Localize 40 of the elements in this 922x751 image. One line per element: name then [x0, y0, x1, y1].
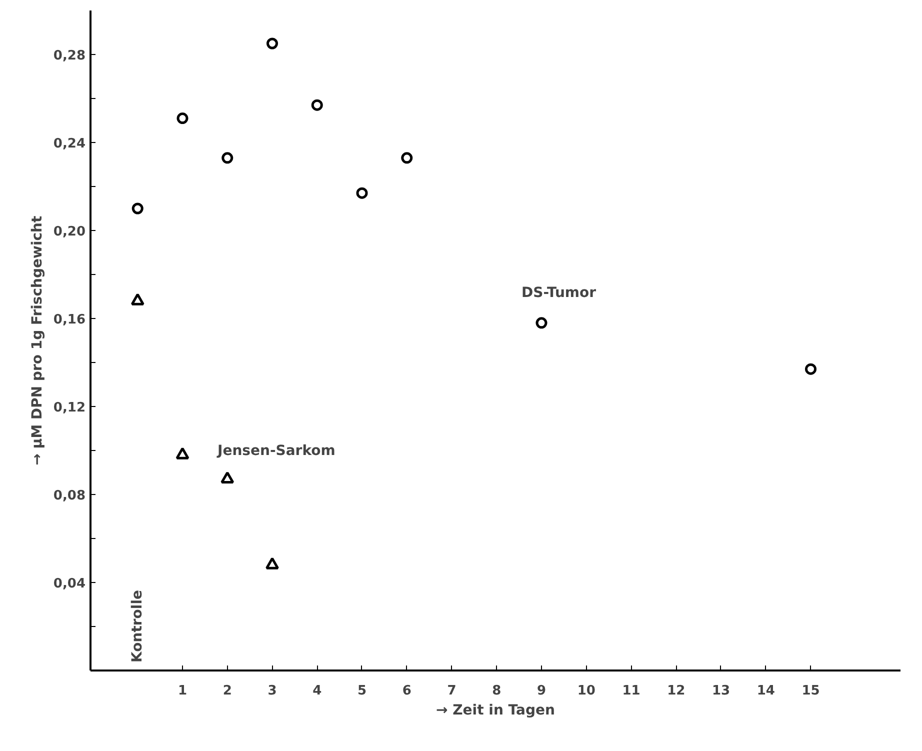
- x-tick-label: 4: [312, 684, 322, 698]
- x-tick-label: 7: [447, 684, 456, 698]
- series-label: Jensen-Sarkom: [216, 442, 336, 459]
- x-tick-label: 3: [268, 684, 277, 698]
- point: [130, 293, 144, 306]
- y-tick-label: 0,28: [53, 48, 86, 64]
- y-tick-label: 0,04: [53, 576, 86, 592]
- x-tick-label: 11: [622, 684, 640, 698]
- x-tick-label: 6: [402, 684, 412, 698]
- x-tick-label: 9: [536, 684, 546, 698]
- point: [401, 152, 413, 164]
- point: [266, 38, 278, 50]
- y-tick-label: 0,08: [53, 488, 86, 504]
- x-tick-label: 14: [756, 684, 775, 698]
- y-tick-label: 0,12: [53, 400, 86, 416]
- point: [536, 317, 548, 329]
- point: [265, 557, 279, 570]
- y-axis-title: → µM DPN pro 1g Frischgewicht: [29, 215, 46, 466]
- point: [805, 363, 816, 375]
- x-tick-label: 15: [802, 684, 820, 698]
- point: [222, 152, 234, 164]
- point: [356, 187, 368, 199]
- y-tick-label: 0,24: [53, 136, 86, 152]
- point: [176, 447, 190, 460]
- x-tick-label: 2: [222, 684, 232, 698]
- series-label: DS-Tumor: [521, 284, 596, 301]
- annotation: Kontrolle: [130, 590, 146, 662]
- x-tick-label: 1: [178, 684, 188, 698]
- x-tick-label: 8: [492, 684, 502, 698]
- x-axis-title: → Zeit in Tagen: [436, 702, 555, 718]
- x-tick-label: 12: [667, 684, 686, 698]
- point: [132, 202, 144, 214]
- x-tick-label: 5: [357, 684, 367, 698]
- point: [176, 112, 188, 124]
- x-tick-label: 13: [712, 684, 730, 698]
- point: [311, 99, 323, 111]
- x-tick-label: 10: [577, 684, 596, 698]
- y-tick-label: 0,16: [53, 312, 86, 328]
- y-tick-label: 0,20: [53, 224, 86, 240]
- point: [220, 472, 234, 484]
